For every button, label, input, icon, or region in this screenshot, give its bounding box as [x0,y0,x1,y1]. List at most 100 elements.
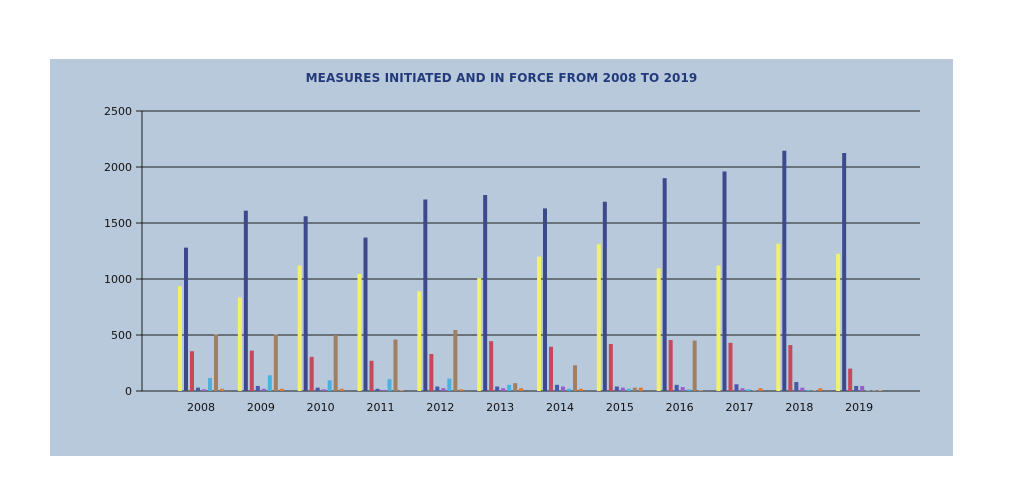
bar [184,247,188,391]
bar [453,329,458,391]
bar [267,375,272,391]
y-tick-label: 0 [125,385,132,398]
bar [309,356,314,391]
y-tick-label: 1500 [104,217,132,230]
chart-title: MEASURES INITIATED AND IN FORCE FROM 200… [305,71,698,85]
bar [477,278,482,391]
bar [435,386,440,391]
y-tick-label: 500 [111,329,132,342]
bar [662,178,667,391]
bar [369,360,374,391]
y-tick-label: 2000 [104,161,132,174]
bar [555,384,559,391]
bar [429,354,434,391]
bar [519,388,524,391]
bar [818,388,823,391]
bar [734,384,739,391]
x-tick-label: 2015 [606,401,634,414]
bar [800,387,805,391]
bar [237,297,242,391]
x-tick-label: 2016 [666,401,694,414]
bar [573,365,577,391]
bar [297,265,302,391]
bar [872,390,877,391]
bar [214,334,218,391]
bar [249,350,254,391]
bar [692,340,697,391]
bar [208,378,212,391]
bar [561,386,565,391]
bar [567,388,571,391]
bar [806,389,811,391]
bar [854,385,859,391]
bar [196,387,200,391]
bar [866,390,871,391]
bar [608,343,613,391]
bar [279,388,284,391]
bar [626,388,631,391]
x-tick-label: 2014 [546,401,574,414]
bar [459,389,464,391]
chart-panel: 0 500 1000 1500 2000 2500 2008 2009 2010 2011 2012… [50,59,953,456]
bar [596,244,601,391]
x-tick-label: 2010 [307,401,335,414]
bar [273,334,278,391]
bar [399,390,404,391]
bar [656,268,661,391]
bar [178,286,182,391]
x-tick-label: 2008 [187,401,215,414]
x-tick-label: 2013 [486,401,514,414]
bar [836,253,841,391]
bar [495,386,500,391]
x-tick-label: 2009 [247,401,275,414]
bar [860,385,865,391]
bar [812,390,817,391]
bar [722,171,727,391]
bar [537,256,541,391]
bar [758,388,763,391]
bar [417,291,422,391]
bar [261,388,266,391]
bar [638,387,643,391]
bar [327,380,332,391]
bar [375,388,380,391]
bar [716,265,721,391]
y-tick-label: 1000 [104,273,132,286]
bar [579,388,583,391]
bar [190,351,194,391]
bar [848,368,853,391]
bar [878,390,883,391]
bar [507,384,512,391]
bar [339,388,344,391]
x-tick-label: 2017 [726,401,754,414]
bar [776,243,781,391]
bar [501,388,506,391]
bar [668,340,673,391]
bar [243,210,248,391]
bar-chart: 0 500 1000 1500 2000 2500 2008 2009 2010 2011 2012… [104,105,920,414]
bar [674,384,679,391]
bar [632,387,637,391]
bar [782,150,787,391]
bar [363,237,368,391]
bar [321,389,326,391]
bar [698,390,703,391]
bar [602,201,607,391]
x-tick-label: 2018 [785,401,813,414]
x-tick-label: 2011 [367,401,395,414]
bar [393,339,398,391]
bar [614,386,619,391]
bar [686,389,691,391]
x-tick-label: 2019 [845,401,873,414]
bar [447,378,452,391]
bar [441,388,446,391]
bar [842,153,847,391]
bar [381,389,386,391]
bar [489,341,494,391]
bar [620,387,625,391]
bar [202,389,206,391]
bar [220,388,224,391]
x-tick-label: 2012 [426,401,454,414]
bar [680,387,685,391]
bar [423,199,428,391]
